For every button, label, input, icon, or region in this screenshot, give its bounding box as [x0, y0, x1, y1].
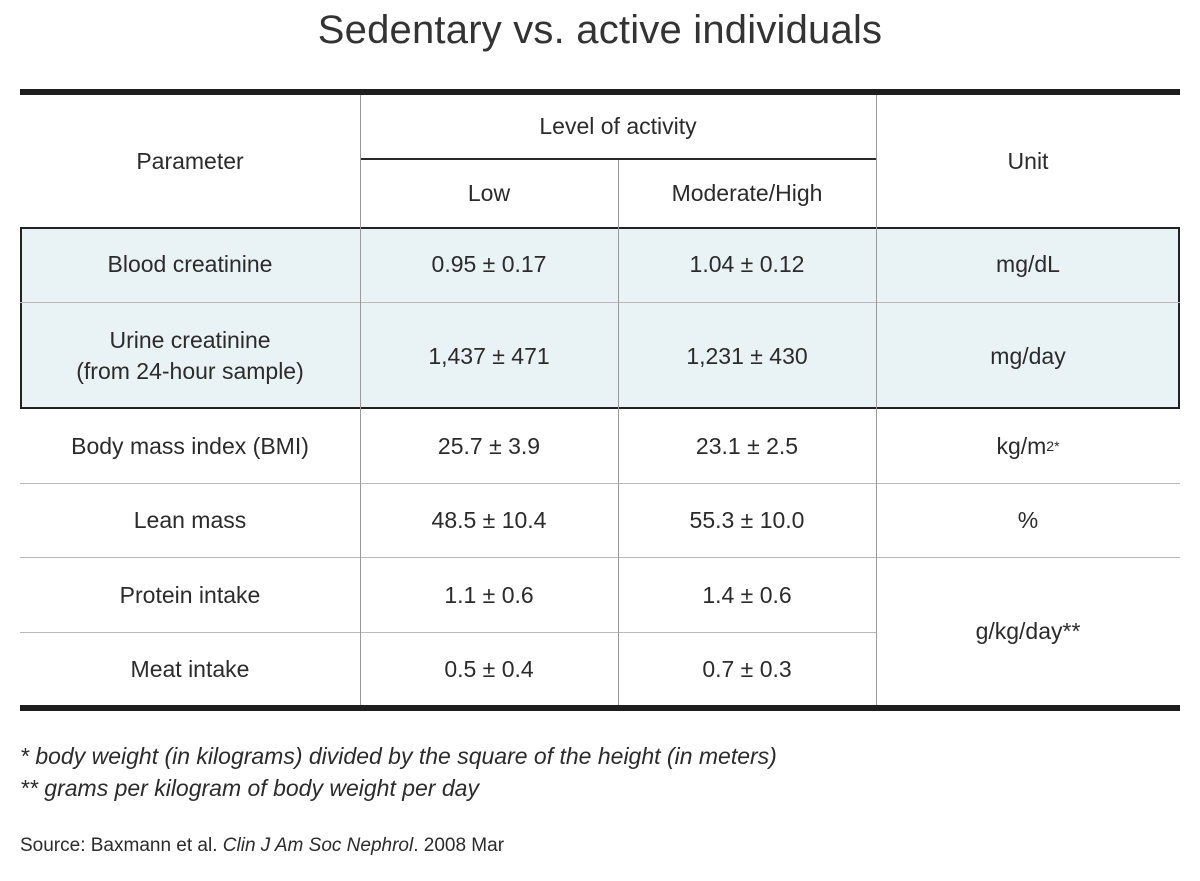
column-divider — [618, 160, 619, 705]
row-divider — [20, 632, 876, 633]
table-cell-high: 1,231 ± 430 — [686, 342, 808, 369]
column-divider — [360, 95, 361, 705]
table-cell-parameter: Body mass index (BMI) — [71, 432, 309, 459]
table-cell-unit: % — [1017, 507, 1039, 533]
source-suffix: . 2008 Mar — [413, 835, 505, 856]
table-cell-unit: mg/day — [990, 342, 1066, 369]
table-cell-low: 0.95 ± 0.17 — [431, 251, 547, 277]
table-cell-shared-unit: g/kg/day** — [975, 618, 1081, 644]
column-divider — [876, 95, 877, 705]
parameter-line: (from 24-hour sample) — [76, 358, 304, 384]
table-cell-high: 1.4 ± 0.6 — [702, 581, 792, 608]
header-level-of-activity: Level of activity — [539, 113, 697, 139]
table-cell-parameter: Lean mass — [133, 507, 247, 533]
source-prefix: Source: Baxmann et al. — [20, 835, 223, 856]
source-citation: Source: Baxmann et al. Clin J Am Soc Nep… — [20, 835, 504, 857]
table-cell-high: 0.7 ± 0.3 — [702, 655, 792, 682]
unit-exponent: 2 — [1046, 438, 1055, 454]
table-cell-unit: kg/m 2* — [876, 409, 1180, 483]
table-cell-low: 25.7 ± 3.9 — [437, 432, 541, 459]
table-cell-low: 48.5 ± 10.4 — [431, 507, 547, 533]
table-cell-unit: mg/dL — [996, 251, 1060, 277]
activity-header-divider — [360, 158, 876, 160]
table-cell-high: 55.3 ± 10.0 — [689, 507, 805, 533]
header-parameter: Parameter — [136, 147, 244, 174]
footnote-bmi: * body weight (in kilograms) divided by … — [20, 743, 777, 769]
footnote-intake: ** grams per kilogram of body weight per… — [20, 775, 479, 801]
row-divider — [20, 557, 1180, 558]
table-cell-parameter: Blood creatinine — [107, 251, 273, 277]
table-bottom-rule — [20, 705, 1180, 711]
table-cell-parameter: Protein intake — [119, 581, 261, 608]
unit-footnote-marker: * — [1054, 438, 1060, 454]
row-divider — [20, 302, 1180, 303]
table-cell-low: 0.5 ± 0.4 — [444, 655, 534, 682]
page-title: Sedentary vs. active individuals — [317, 8, 883, 52]
header-unit: Unit — [1007, 147, 1049, 174]
table-cell-high: 1.04 ± 0.12 — [689, 251, 805, 277]
row-divider — [20, 483, 1180, 484]
parameter-line: Urine creatinine — [109, 327, 271, 353]
table-cell-high: 23.1 ± 2.5 — [695, 432, 799, 459]
table-cell-parameter: Meat intake — [130, 655, 250, 682]
header-moderate-high: Moderate/High — [671, 180, 823, 206]
header-low: Low — [467, 180, 511, 206]
table-cell-parameter: Urine creatinine (from 24-hour sample) — [20, 303, 360, 409]
table-cell-low: 1,437 ± 471 — [428, 342, 550, 369]
table-top-rule — [20, 89, 1180, 95]
table-cell-low: 1.1 ± 0.6 — [444, 581, 534, 608]
unit-base: kg/m — [996, 432, 1047, 459]
highlighted-rows-band — [20, 227, 1180, 409]
source-journal: Clin J Am Soc Nephrol — [222, 835, 414, 856]
